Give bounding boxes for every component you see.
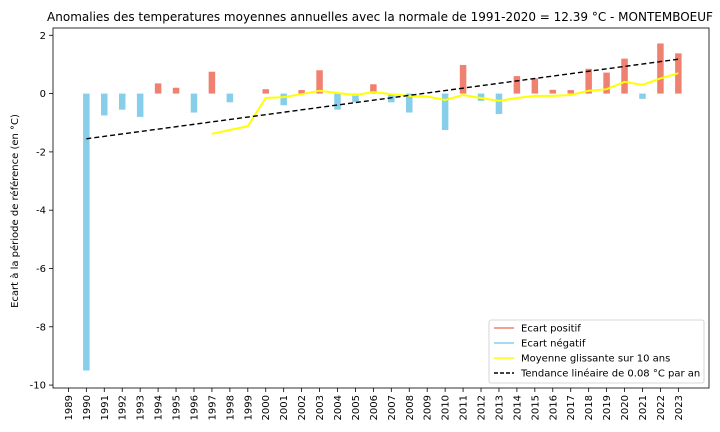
x-tick-label-2002: 2002 xyxy=(297,395,308,420)
x-tick-label-2006: 2006 xyxy=(369,395,380,420)
x-tick-label-1994: 1994 xyxy=(154,395,165,420)
legend-box xyxy=(488,319,705,384)
x-tick-label-2016: 2016 xyxy=(548,395,559,420)
x-tick-label-2021: 2021 xyxy=(638,395,649,420)
x-tick-label-1991: 1991 xyxy=(100,395,111,420)
legend-label-rolling: Moyenne glissante sur 10 ans xyxy=(521,354,670,365)
bar-1991 xyxy=(101,93,108,116)
bar-1995 xyxy=(172,87,180,94)
x-tick-label-2004: 2004 xyxy=(333,395,344,420)
x-tick-label-2022: 2022 xyxy=(656,395,667,420)
x-tick-label-1992: 1992 xyxy=(118,395,129,420)
bar-1997 xyxy=(208,71,216,94)
bar-1996 xyxy=(190,93,198,113)
bar-1993 xyxy=(136,93,144,117)
legend: Ecart positif Ecart négatif Moyenne glis… xyxy=(488,319,705,384)
bar-2016 xyxy=(549,89,557,94)
bar-2013 xyxy=(495,93,503,114)
bar-2011 xyxy=(459,65,467,94)
plot-frame xyxy=(52,27,710,389)
y-tick-label--4: -4 xyxy=(36,206,46,217)
y-tick-label--6: -6 xyxy=(36,264,46,275)
bar-2008 xyxy=(406,93,413,113)
bar-1994 xyxy=(154,83,162,94)
x-tick-label-1990: 1990 xyxy=(82,395,93,420)
bar-1992 xyxy=(118,93,126,110)
x-tick-label-2023: 2023 xyxy=(674,395,685,420)
x-tick-label-2011: 2011 xyxy=(459,395,470,420)
bar-2000 xyxy=(262,89,269,94)
bar-1998 xyxy=(226,93,234,103)
x-tick-label-2020: 2020 xyxy=(620,395,631,420)
x-tick-label-2013: 2013 xyxy=(494,395,505,420)
rolling-mean-line xyxy=(211,72,679,135)
x-tick-label-2019: 2019 xyxy=(602,395,613,420)
bar-2018 xyxy=(585,68,592,94)
y-tick-label--10: -10 xyxy=(30,381,46,392)
bar-1990 xyxy=(83,93,90,371)
x-tick-label-2017: 2017 xyxy=(566,395,577,420)
bar-2010 xyxy=(441,93,449,131)
trend-line xyxy=(86,58,679,140)
y-tick-label-0: 0 xyxy=(40,89,46,100)
x-tick-label-2009: 2009 xyxy=(423,395,434,420)
legend-label-positive: Ecart positif xyxy=(521,324,581,335)
bar-2019 xyxy=(603,72,610,94)
x-tick-label-2001: 2001 xyxy=(279,395,290,420)
bar-2015 xyxy=(531,78,539,94)
chart-title: Anomalies des temperatures moyennes annu… xyxy=(47,10,713,24)
y-tick-label--8: -8 xyxy=(36,322,46,333)
x-tick-label-1998: 1998 xyxy=(225,395,236,420)
bar-2001 xyxy=(280,93,287,106)
bar-2003 xyxy=(316,70,323,94)
legend-label-negative: Ecart négatif xyxy=(521,338,586,350)
bar-2020 xyxy=(621,58,628,94)
x-tick-label-2008: 2008 xyxy=(405,395,416,420)
y-tick-label--2: -2 xyxy=(36,147,46,158)
x-tick-label-2005: 2005 xyxy=(351,395,362,420)
x-tick-label-1989: 1989 xyxy=(64,395,75,420)
x-tick-label-1999: 1999 xyxy=(243,395,254,420)
x-tick-label-2015: 2015 xyxy=(530,395,541,420)
bar-2021 xyxy=(639,93,646,99)
x-tick-label-2010: 2010 xyxy=(441,395,452,420)
x-tick-label-2012: 2012 xyxy=(477,395,488,420)
plot-area xyxy=(83,43,682,371)
x-tick-label-2018: 2018 xyxy=(584,395,595,420)
x-tick-label-1996: 1996 xyxy=(189,395,200,420)
bar-2005 xyxy=(352,93,359,103)
x-tick-label-2000: 2000 xyxy=(261,395,272,420)
x-tick-label-2014: 2014 xyxy=(512,395,523,420)
bar-2006 xyxy=(370,84,377,94)
x-tick-label-1993: 1993 xyxy=(136,395,147,420)
x-tick-label-2007: 2007 xyxy=(387,395,398,420)
y-axis-label: Ecart à la période de référence (en °C) xyxy=(9,114,21,308)
x-tick-label-2003: 2003 xyxy=(315,395,326,420)
x-tick-label-1997: 1997 xyxy=(207,395,218,420)
y-tick-label-2: 2 xyxy=(40,31,46,42)
bar-2017 xyxy=(567,90,574,94)
x-tick-label-1995: 1995 xyxy=(172,395,183,420)
legend-label-trend: Tendance linéaire de 0.08 °C par an xyxy=(520,368,700,380)
bar-2004 xyxy=(334,93,341,110)
bar-2014 xyxy=(513,76,521,94)
bar-2002 xyxy=(298,90,305,94)
bar-2022 xyxy=(657,43,664,94)
